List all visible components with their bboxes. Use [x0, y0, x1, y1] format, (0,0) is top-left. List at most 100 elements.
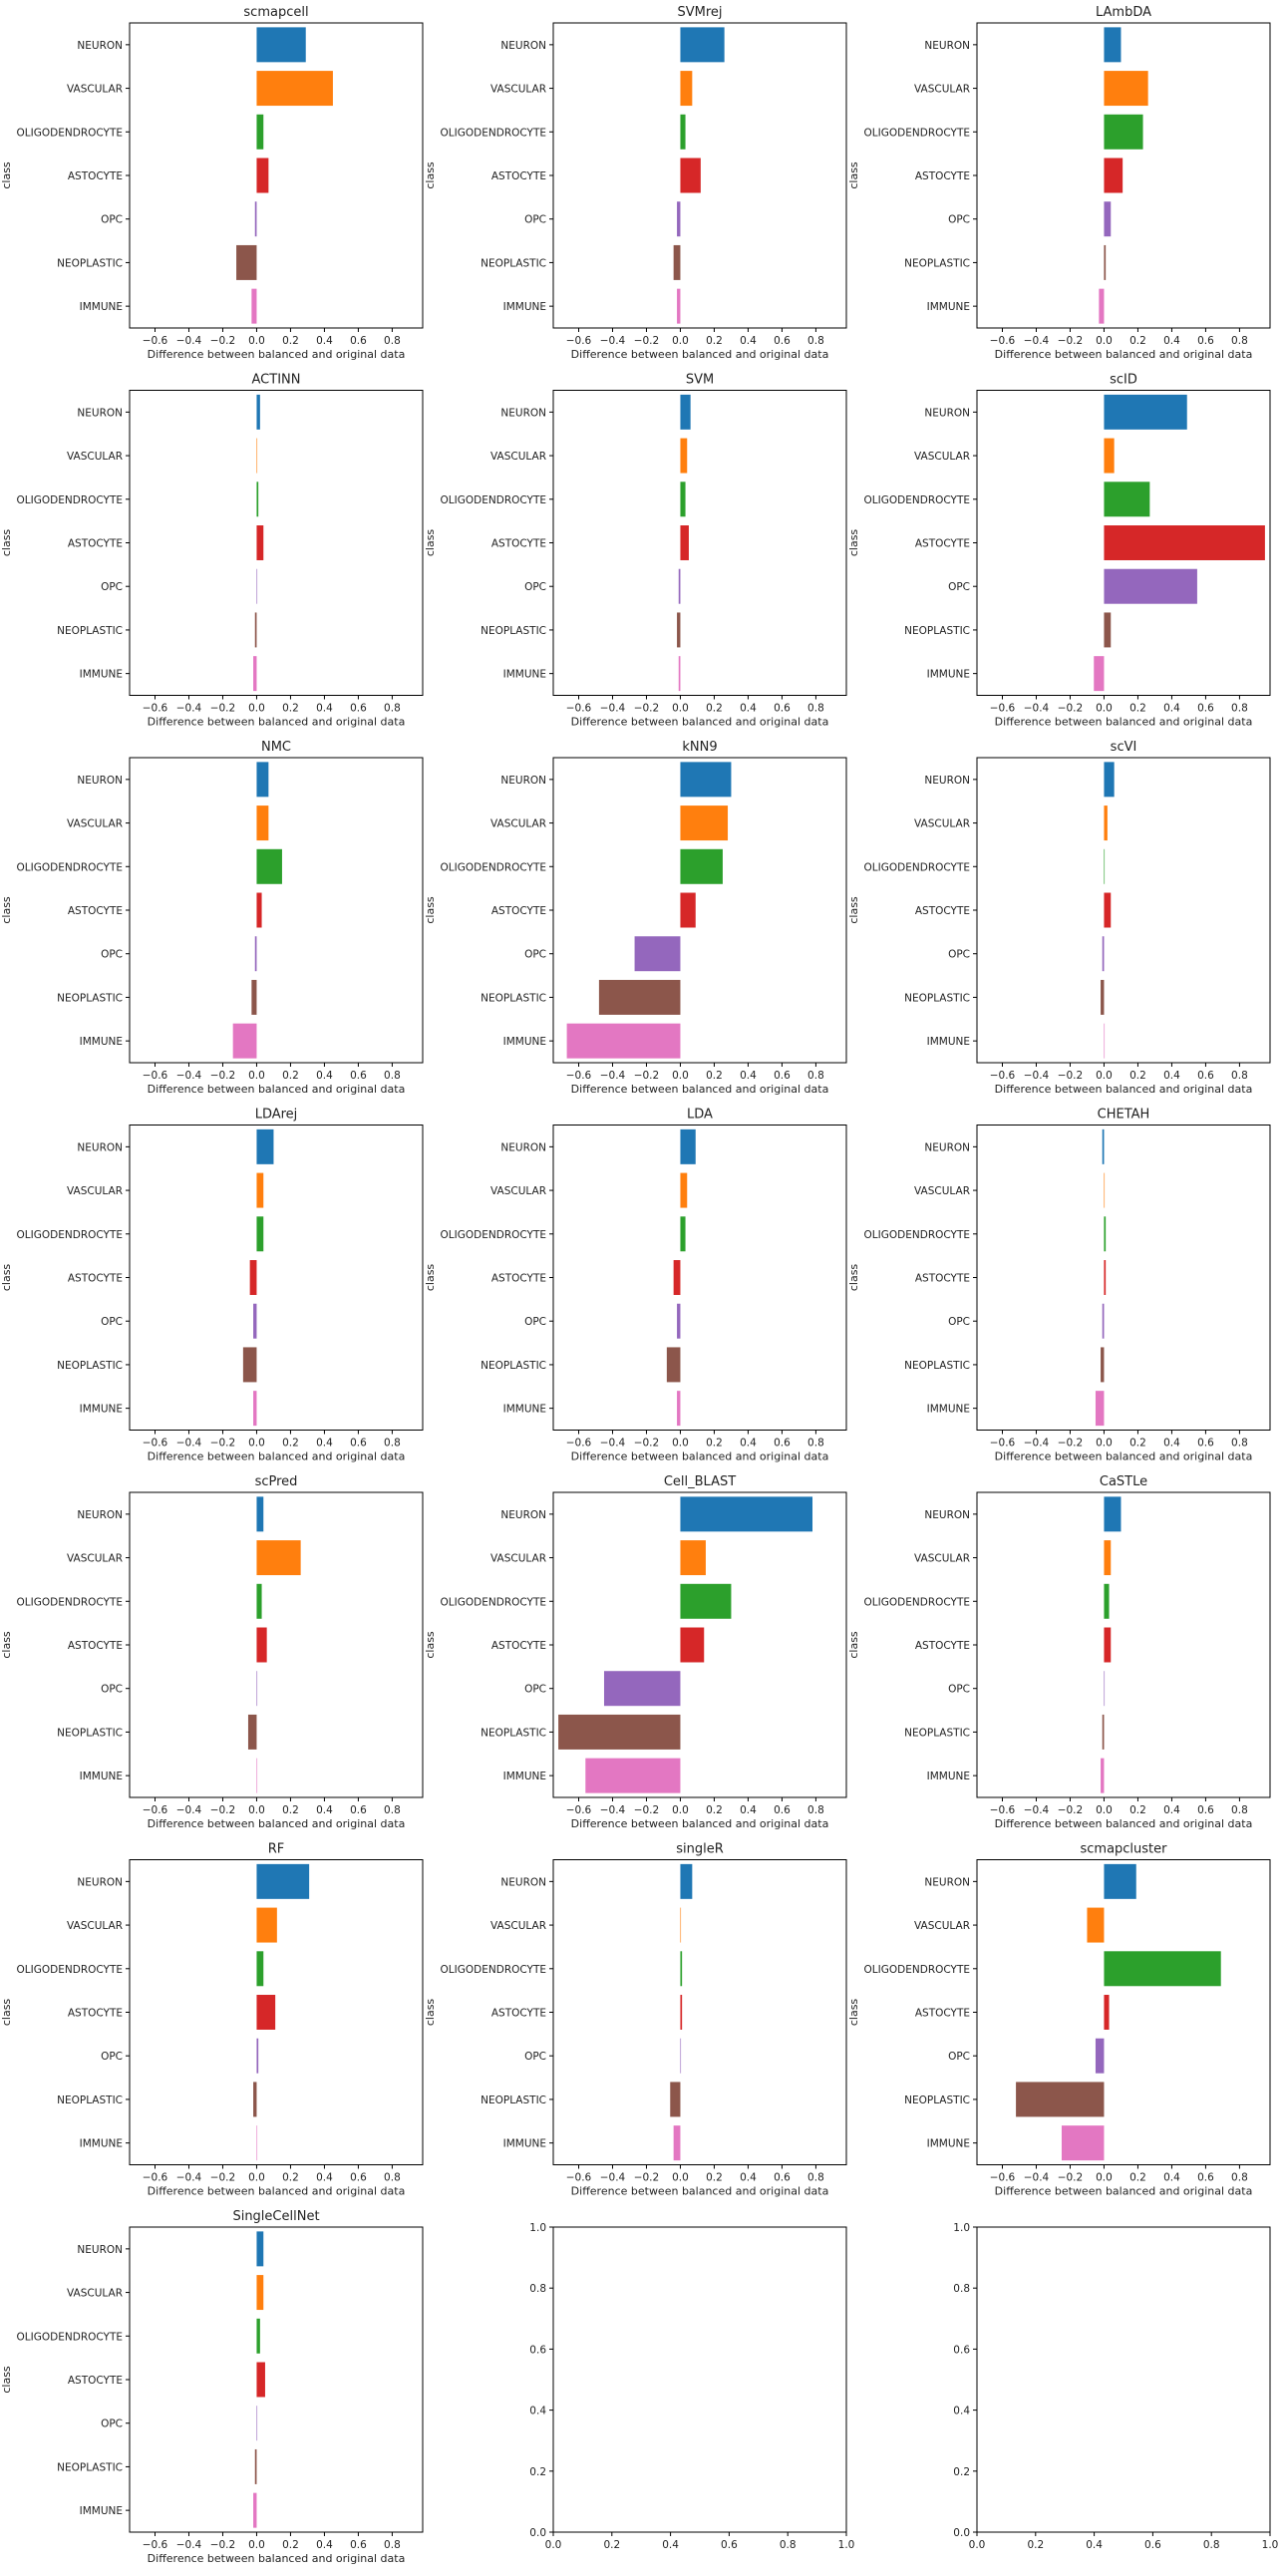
y-tick-label: VASCULAR: [490, 1185, 546, 1197]
bar-immune: [253, 656, 257, 692]
y-axis-label: class: [424, 1631, 437, 1659]
bar-oligodendrocyte: [256, 1216, 264, 1252]
bar-astocyte: [680, 1627, 705, 1663]
x-axis-label: Difference between balanced and original…: [571, 1817, 829, 1830]
y-tick-label: OPC: [524, 2051, 546, 2063]
bar-vascular: [680, 1172, 688, 1208]
x-tick-label: −0.6: [566, 1438, 592, 1449]
y-tick-label: NEURON: [77, 1141, 123, 1153]
bar-astocyte: [1104, 158, 1124, 193]
bar-immune: [256, 2125, 258, 2161]
x-tick-label: 0.2: [1129, 2172, 1146, 2184]
bar-immune: [677, 1391, 681, 1427]
bar-neoplastic: [558, 1714, 681, 1750]
x-tick-label: −0.4: [176, 1070, 202, 1082]
x-tick-label: −0.4: [176, 1438, 202, 1449]
y-tick-label: 0.2: [529, 2466, 546, 2478]
subplot-17: scmapcluster NEURON VASCULAR OLIGODENDROCYT…: [847, 1842, 1271, 2198]
y-tick-label: ASTOCYTE: [68, 1640, 123, 1652]
x-tick-label: 0.8: [1231, 1804, 1248, 1816]
y-tick-label: NEURON: [924, 1876, 970, 1888]
y-tick-label: NEURON: [77, 775, 123, 787]
y-tick-label: IMMUNE: [80, 2505, 123, 2517]
bar-neuron: [256, 27, 306, 63]
bar-opc: [680, 2038, 682, 2074]
y-tick-label: OLIGODENDROCYTE: [441, 1596, 546, 1608]
x-tick-label: −0.4: [600, 1070, 626, 1082]
subplot-0: scmapcell NEURON VASCULAR OLIGODENDROCYTE AS…: [0, 5, 424, 361]
subplot-15: RF NEURON VASCULAR OLIGODENDROCYTE ASTOCYTE O…: [0, 1842, 424, 2198]
bar-neoplastic: [1016, 2082, 1105, 2117]
bar-immune: [1104, 1023, 1106, 1059]
x-tick-label: −0.4: [176, 703, 202, 715]
y-tick-label: IMMUNE: [80, 301, 123, 313]
x-tick-label: 0.6: [1197, 703, 1214, 715]
bar-oligodendrocyte: [1104, 848, 1106, 884]
y-tick-label: OPC: [524, 1684, 546, 1696]
bar-oligodendrocyte: [680, 114, 686, 150]
x-tick-label: 0.8: [1231, 2172, 1248, 2184]
x-tick-label: 0.8: [384, 1070, 401, 1082]
x-tick-label: 0.6: [1144, 2539, 1161, 2551]
bar-astocyte: [1104, 1627, 1112, 1663]
y-axis-label: class: [847, 1631, 860, 1659]
bar-opc: [1102, 936, 1105, 972]
bar-immune: [1094, 656, 1105, 692]
y-tick-label: OLIGODENDROCYTE: [17, 861, 123, 873]
x-tick-label: −0.4: [600, 335, 626, 347]
x-axis-label: Difference between balanced and original…: [571, 2185, 829, 2198]
y-tick-label: NEOPLASTIC: [57, 1360, 123, 1372]
y-tick-label: OLIGODENDROCYTE: [17, 127, 123, 139]
bar-opc: [1104, 568, 1197, 604]
x-tick-label: 0.8: [384, 1804, 401, 1816]
x-tick-label: 0.6: [774, 2172, 791, 2184]
subplot-title: RF: [268, 1842, 285, 1857]
bar-neuron: [680, 762, 732, 798]
y-tick-label: IMMUNE: [80, 669, 123, 681]
x-tick-label: 0.4: [1163, 335, 1180, 347]
y-tick-label: ASTOCYTE: [491, 2008, 546, 2020]
x-tick-label: 0.6: [350, 2539, 367, 2551]
x-tick-label: 0.6: [350, 1438, 367, 1449]
x-tick-label: −0.6: [143, 1070, 168, 1082]
x-tick-label: 0.8: [807, 335, 824, 347]
bar-neuron: [256, 2231, 264, 2267]
bar-opc: [1104, 201, 1112, 237]
y-tick-label: IMMUNE: [927, 301, 970, 313]
subplot-title: ACTINN: [252, 373, 301, 388]
y-tick-label: 0.4: [529, 2406, 546, 2417]
y-tick-label: OPC: [524, 581, 546, 593]
bar-oligodendrocyte: [1104, 1951, 1221, 1987]
bar-immune: [1095, 1391, 1105, 1427]
x-tick-label: 0.4: [316, 2539, 333, 2551]
y-tick-label: NEURON: [500, 1141, 546, 1153]
x-tick-label: 0.0: [1096, 1070, 1113, 1082]
bar-opc: [1102, 1303, 1105, 1339]
x-axis-label: Difference between balanced and original…: [995, 1817, 1253, 1830]
bar-oligodendrocyte: [680, 848, 723, 884]
y-tick-label: NEURON: [77, 40, 123, 52]
x-tick-label: 0.6: [350, 1804, 367, 1816]
bar-neuron: [1104, 394, 1187, 430]
x-tick-label: 0.4: [740, 1438, 757, 1449]
x-tick-label: 0.0: [969, 2539, 986, 2551]
bar-opc: [634, 936, 681, 972]
subplot-title: SVM: [686, 373, 714, 388]
y-tick-label: OPC: [948, 581, 970, 593]
x-tick-label: −0.2: [1058, 2172, 1084, 2184]
y-tick-label: OLIGODENDROCYTE: [17, 1596, 123, 1608]
x-tick-label: 0.2: [282, 2539, 299, 2551]
bar-immune: [677, 288, 681, 324]
bar-oligodendrocyte: [1104, 1216, 1107, 1252]
y-axis-label: class: [0, 1264, 13, 1292]
y-axis-label: class: [0, 1631, 13, 1659]
x-tick-label: −0.4: [1024, 2172, 1050, 2184]
bar-neuron: [256, 1863, 310, 1899]
y-tick-label: IMMUNE: [80, 1771, 123, 1782]
y-tick-label: 1.0: [953, 2222, 970, 2234]
y-tick-label: 0.6: [529, 2344, 546, 2356]
bar-vascular: [1104, 438, 1115, 474]
x-tick-label: 0.4: [316, 703, 333, 715]
x-tick-label: 0.2: [1129, 1804, 1146, 1816]
bar-opc: [256, 2038, 259, 2074]
